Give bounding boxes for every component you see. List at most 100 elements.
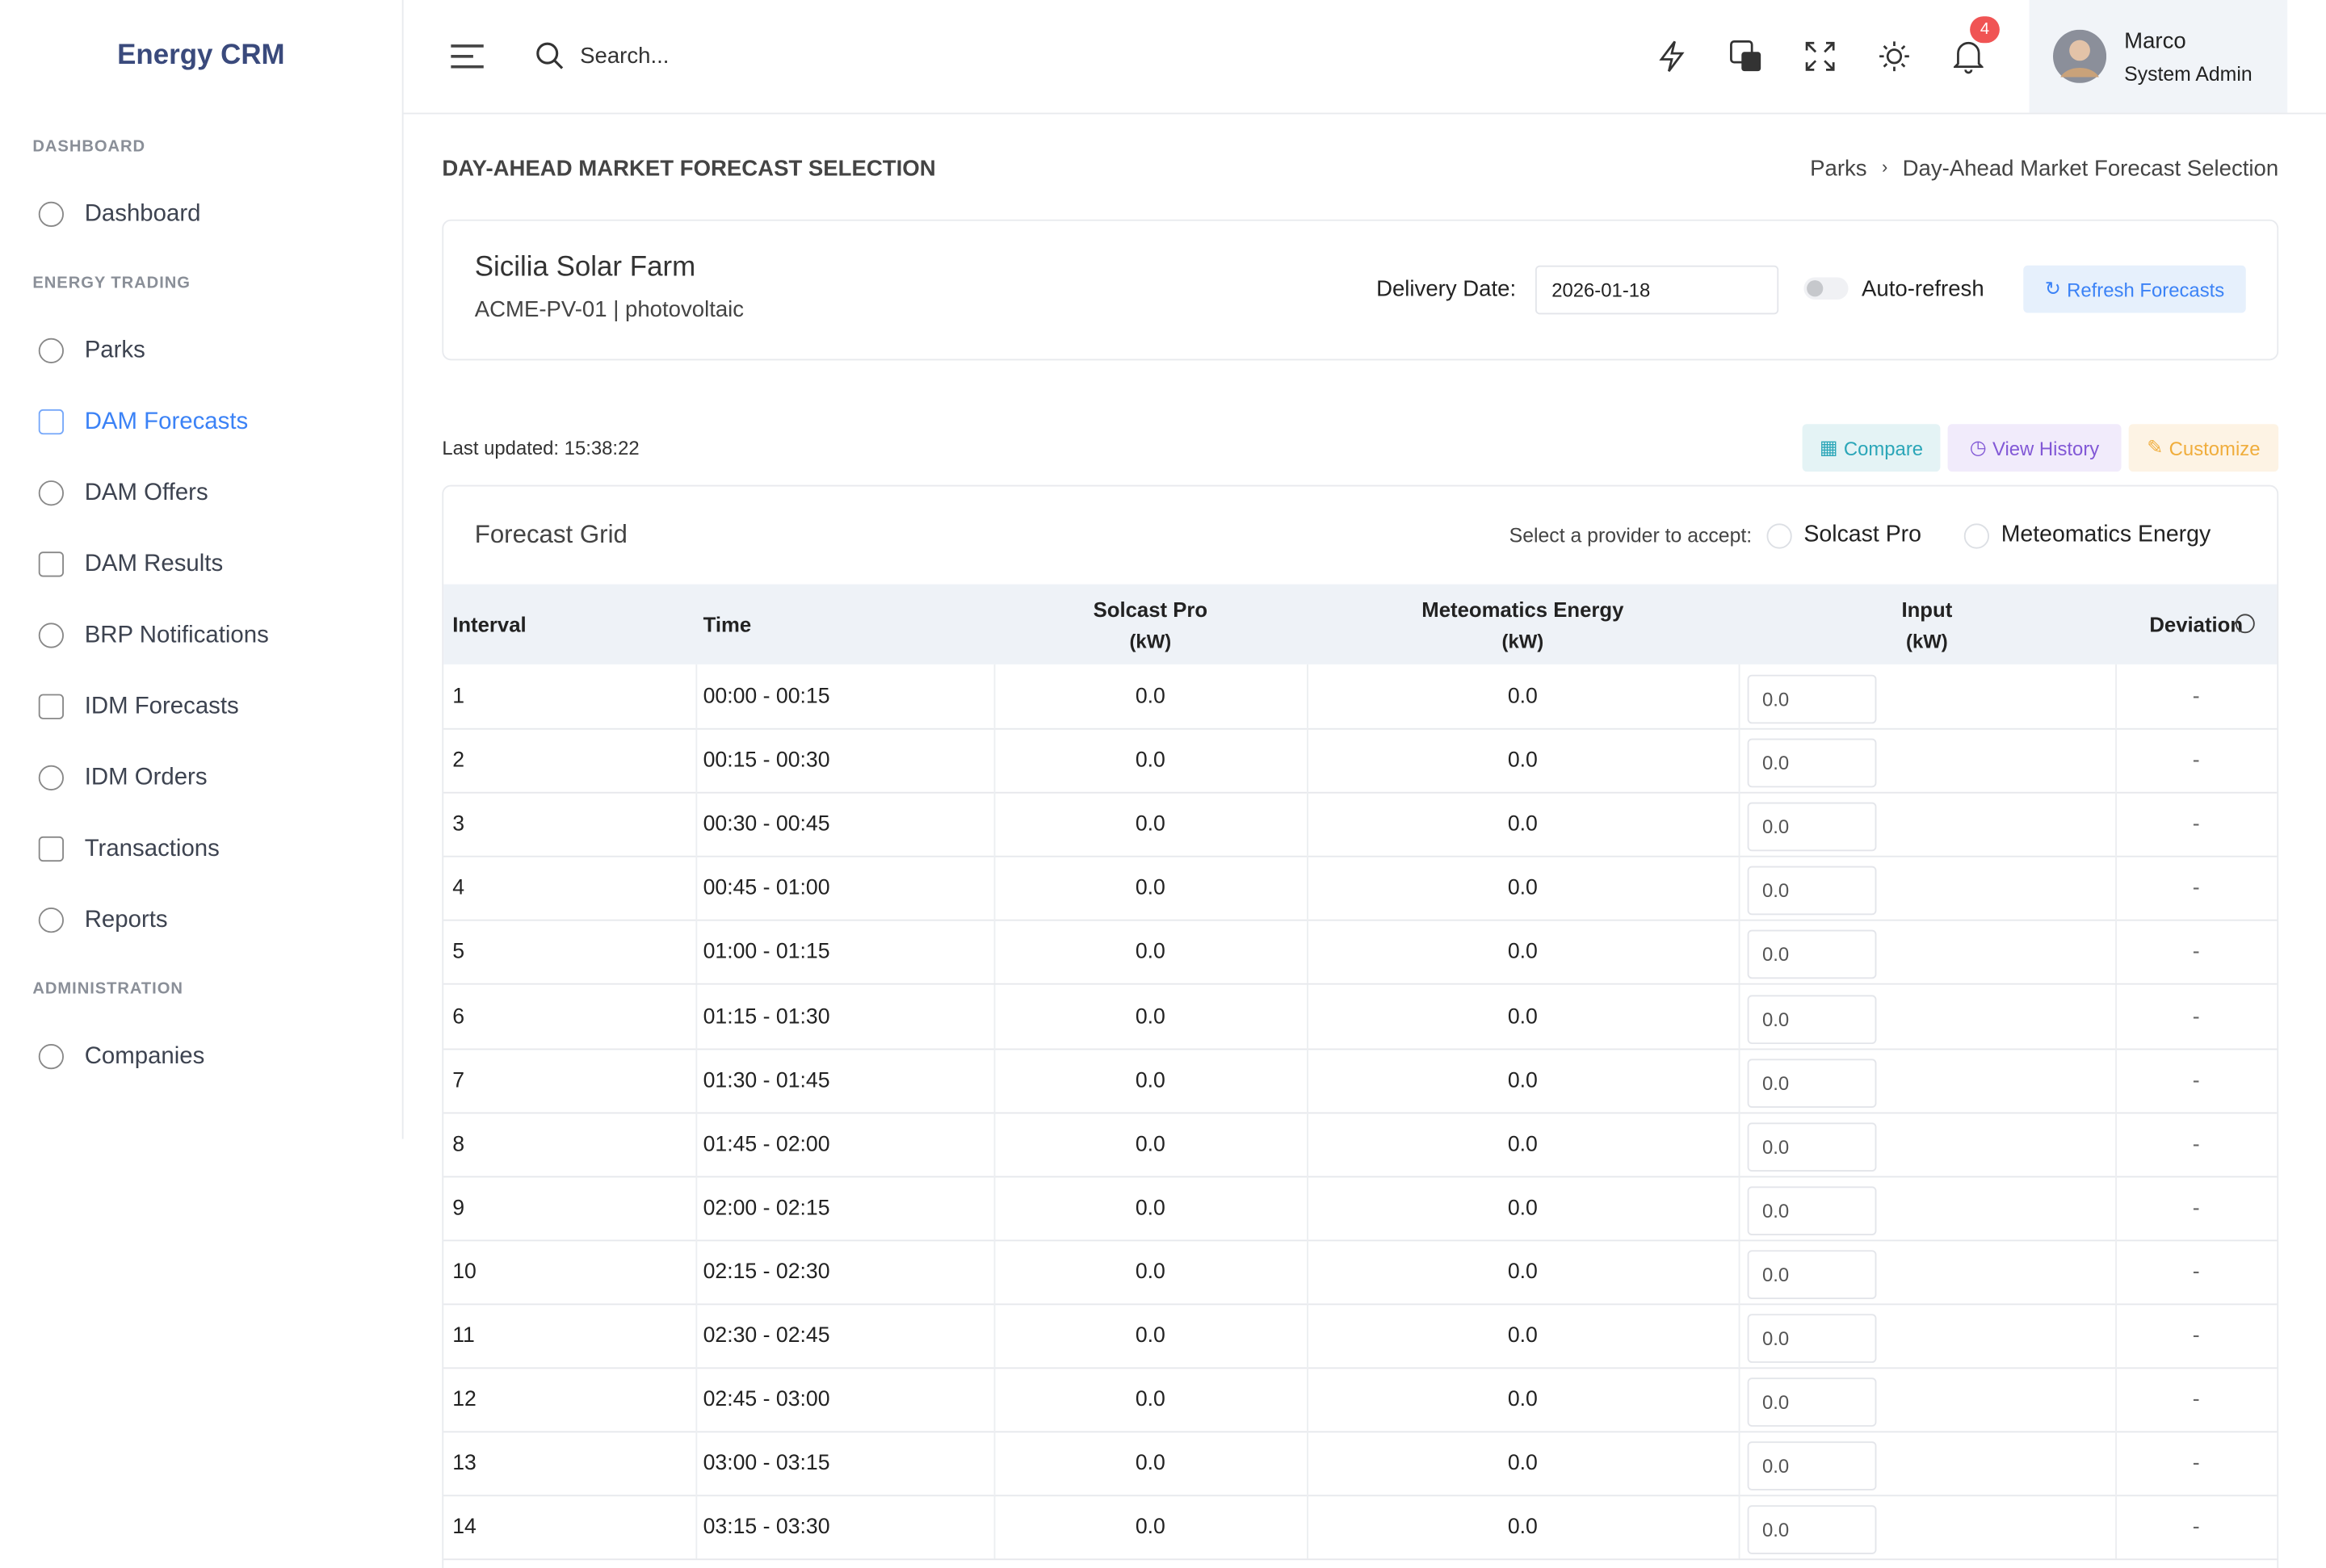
cell: 00:00 - 00:15 [703,685,830,709]
cell: 0.0 [1135,1260,1165,1285]
cell: 0.0 [1507,812,1538,837]
nav-item[interactable]: IDM Orders [84,765,208,790]
nav-item[interactable]: Reports [84,908,168,933]
cell-border [993,1239,996,1304]
input-cell[interactable]: 0.0 [1747,802,1877,852]
notifications-icon[interactable] [1953,39,1984,74]
input-cell[interactable]: 0.0 [1747,1505,1877,1555]
cell: 0.0 [1507,1388,1538,1412]
cell-border [993,1431,996,1495]
menu-toggle[interactable] [450,41,485,71]
input-cell[interactable]: 0.0 [1747,930,1877,979]
cell: 01:15 - 01:30 [703,1004,830,1029]
input-cell[interactable]: 0.0 [1747,1250,1877,1299]
cell: 03:15 - 03:30 [703,1516,830,1541]
customize-button[interactable]: ✎ Customize [2128,424,2279,472]
nav-item[interactable]: DAM Results [84,551,224,577]
cell-border [695,1047,698,1112]
fullscreen-icon[interactable] [1805,41,1835,71]
customize-label: Customize [2169,436,2261,459]
brand[interactable]: Energy CRM [117,40,285,72]
cell: 0.0 [1135,1132,1165,1157]
input-cell[interactable]: 0.0 [1747,866,1877,916]
row-line [443,1239,2278,1241]
cell: 0.0 [1507,877,1538,901]
input-cell[interactable]: 0.0 [1747,1377,1877,1428]
row-line [443,1303,2278,1306]
cell: 10 [452,1260,477,1285]
cell-border [993,727,996,792]
cell-border [993,1495,996,1559]
cell: 01:30 - 01:45 [703,1068,830,1092]
nav-item[interactable]: BRP Notifications [84,623,269,648]
nav-item[interactable]: Parks [84,337,145,363]
cell-border [1307,1176,1308,1240]
radio[interactable] [1766,523,1792,549]
cell-border [1738,1303,1740,1368]
nav-item[interactable]: Companies [84,1044,205,1070]
date-input[interactable]: 2026-01-18 [1535,265,1779,315]
radio[interactable] [1963,523,1990,549]
input-cell[interactable]: 0.0 [1747,738,1877,788]
nav-item[interactable]: Transactions [84,836,220,862]
nav-icon [38,337,64,363]
input-cell[interactable]: 0.0 [1747,674,1877,724]
nav-icon [38,623,64,648]
history-icon: ◷ [1969,435,1987,459]
provider-option[interactable]: Solcast Pro [1803,522,1922,547]
refresh-button[interactable]: ↻ Refresh Forecasts [2023,265,2246,313]
cell: 0.0 [1135,1388,1165,1412]
cell-border [1738,856,1740,920]
cell-border [993,1047,996,1112]
input-cell[interactable]: 0.0 [1747,1441,1877,1491]
translate-icon[interactable] [1730,40,1762,73]
row-line [443,791,2278,794]
row-line [443,920,2278,922]
nav-section: DASHBOARD [32,137,145,156]
input-cell[interactable]: 0.0 [1747,1185,1877,1235]
row-line [443,727,2278,730]
breadcrumb-link[interactable]: Parks [1810,156,1867,182]
cell: 02:45 - 03:00 [703,1388,830,1412]
cell-border [993,1303,996,1368]
input-cell[interactable]: 0.0 [1747,1314,1877,1363]
cell-border [1307,664,1308,728]
input-cell[interactable]: 0.0 [1747,1121,1877,1172]
cell: 0.0 [1135,941,1165,965]
column-header: Meteomatics Energy [1421,597,1624,622]
cell: 3 [452,812,465,837]
column-header: Time [703,612,752,636]
row-line [443,1495,2278,1497]
cell: 0.0 [1507,748,1538,774]
avatar [2052,29,2107,83]
cell-border [1307,856,1308,920]
cell-border [1738,664,1740,728]
cell-border [695,1367,698,1432]
energy-icon[interactable] [1657,40,1687,73]
compare-button[interactable]: ▦ Compare [1802,424,1941,472]
nav-item[interactable]: DAM Offers [84,480,208,506]
nav-item[interactable]: IDM Forecasts [84,694,239,719]
cell-border [2115,1495,2117,1559]
input-cell[interactable]: 0.0 [1747,994,1877,1044]
theme-icon[interactable] [1878,40,1910,73]
toggle[interactable] [1803,277,1849,300]
cell: 14 [452,1516,477,1541]
search-input[interactable]: Search... [580,44,670,69]
nav-icon [38,908,64,933]
cell-border [1307,983,1308,1048]
cell-border [993,1111,996,1176]
cell-border [695,664,698,728]
cell: 02:00 - 02:15 [703,1196,830,1221]
nav-icon [38,836,64,862]
history-button[interactable]: ◷ View History [1947,424,2122,472]
input-cell[interactable]: 0.0 [1747,1058,1877,1108]
nav-icon [38,551,64,577]
nav-item[interactable]: Dashboard [84,201,201,228]
cell-border [1307,1239,1308,1304]
cell-border [1307,727,1308,792]
nav-item[interactable]: DAM Forecasts [84,409,249,435]
cell: 0.0 [1135,685,1165,709]
provider-option[interactable]: Meteomatics Energy [2001,522,2211,547]
cell: - [2192,1260,2200,1285]
